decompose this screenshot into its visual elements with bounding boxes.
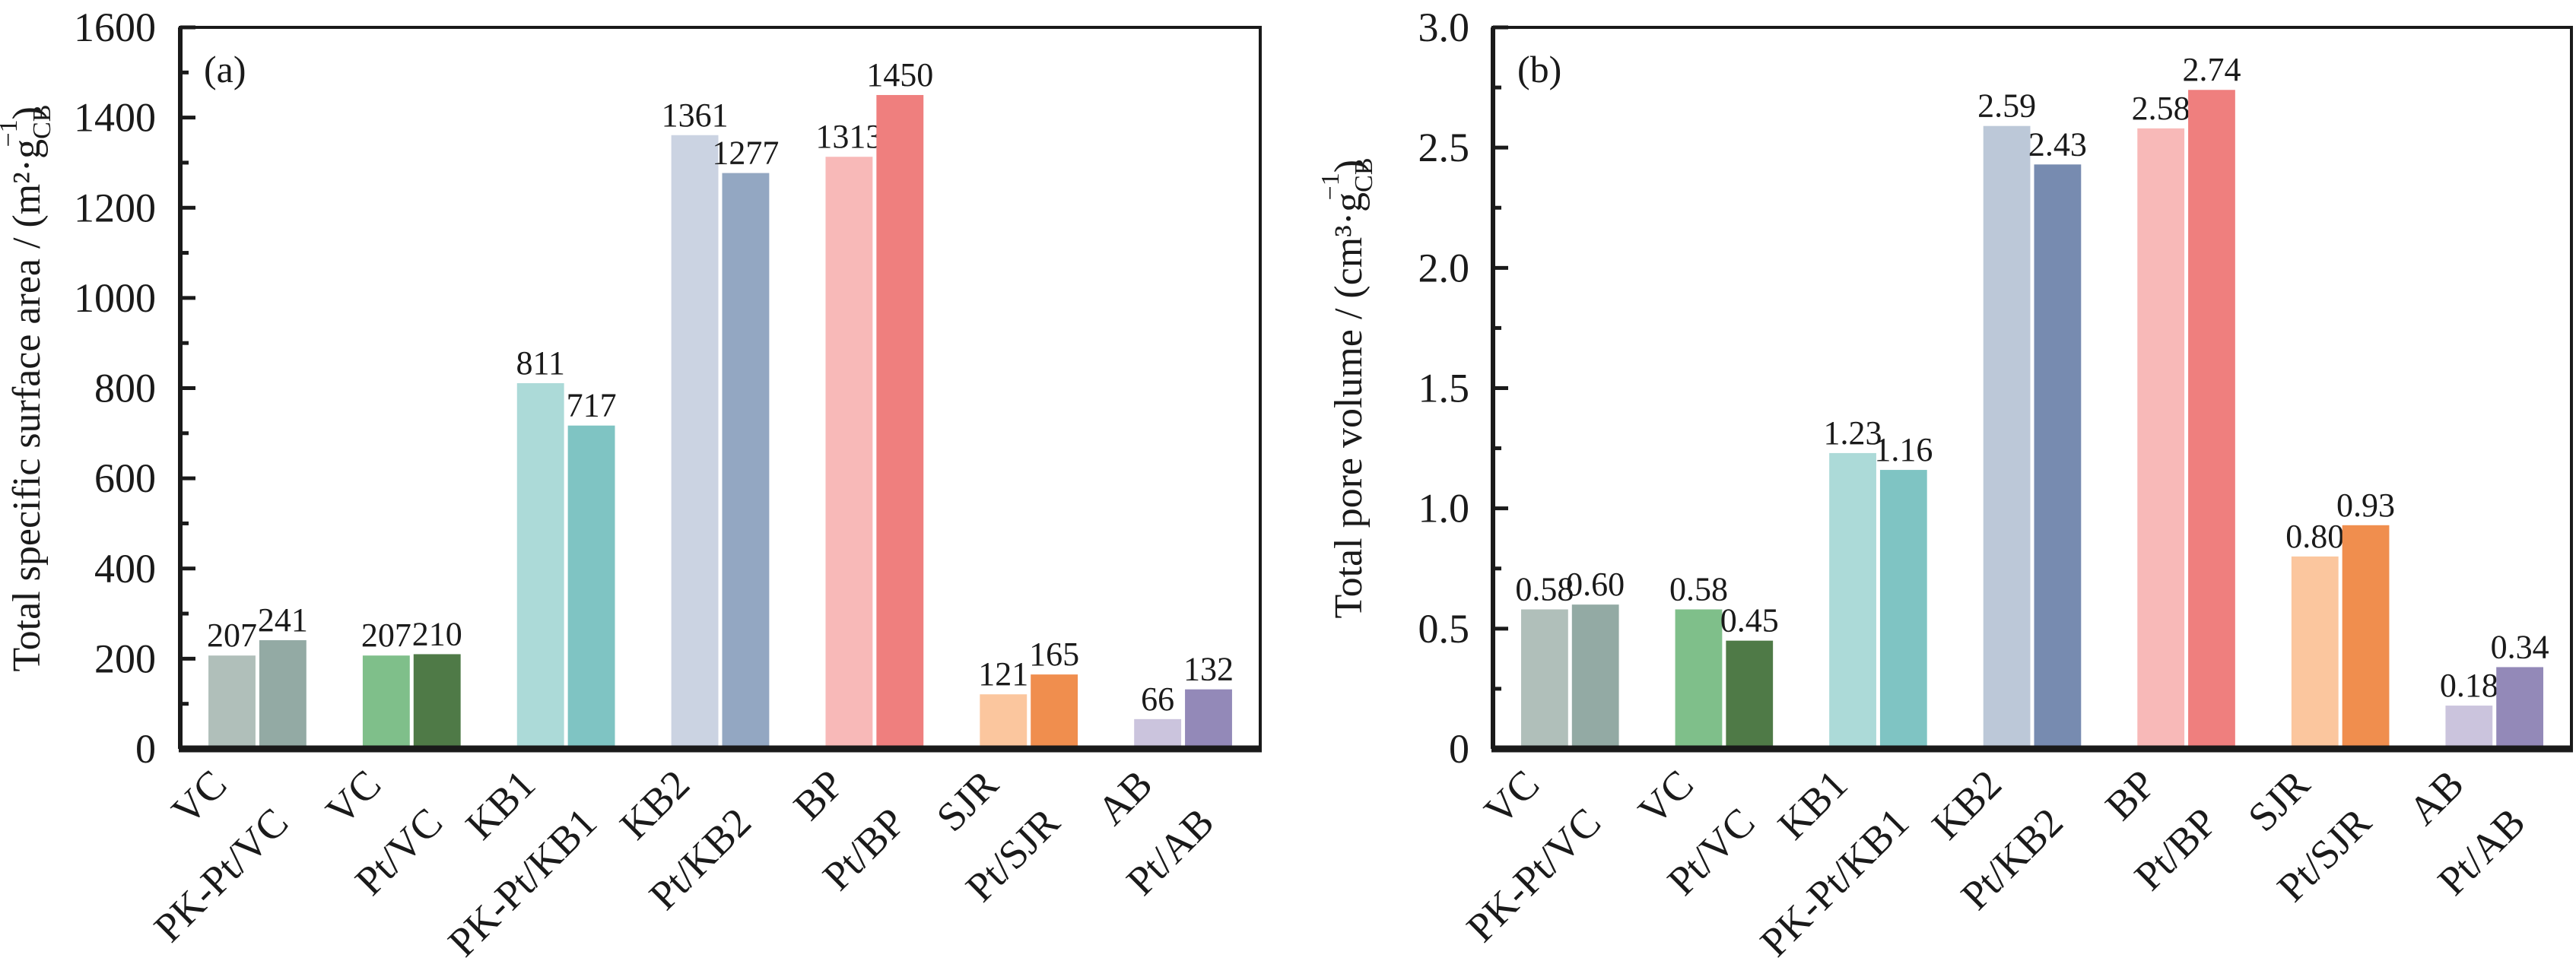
y-tick-label: 1600: [74, 5, 156, 50]
bar-ab: [2445, 706, 2493, 749]
y-tick-label: 1.0: [1418, 486, 1470, 531]
data-label: 0.45: [1720, 602, 1779, 639]
data-label: 1.16: [1874, 431, 1933, 468]
panel-label: (a): [204, 48, 246, 90]
x-tick-label: KB2: [1923, 761, 2011, 848]
bar-pk-pt-vc: [1571, 604, 1619, 749]
data-label: 0.93: [2336, 487, 2395, 524]
data-label: 1450: [866, 56, 933, 94]
x-tick-label: PK-Pt/VC: [145, 799, 297, 950]
data-label: 717: [567, 387, 617, 424]
data-label: 0.18: [2440, 667, 2498, 704]
data-label: 2.43: [2028, 125, 2087, 163]
data-label: 2.74: [2182, 51, 2241, 88]
data-label: 241: [258, 601, 308, 639]
y-axis-title: Total pore volume / (cm³·gCB−1): [1317, 157, 1378, 618]
x-tick-label: BP: [785, 761, 853, 829]
bar-pt-vc: [413, 654, 461, 749]
x-tick-label: BP: [2097, 761, 2165, 829]
x-tick-label: PK-Pt/VC: [1458, 799, 1609, 950]
bar-kb1: [1829, 452, 1876, 749]
panel-a-surface-area: (a) 207VC241PK-Pt/VC207VC210Pt/VC811KB17…: [0, 5, 1262, 961]
panel-b-pore-volume: (b) 0.58VC0.60PK-Pt/VC0.58VC0.45Pt/VC1.2…: [1317, 5, 2573, 961]
bar-pt-bp: [876, 94, 924, 749]
data-label: 2.59: [1977, 87, 2036, 125]
bar-pk-pt-kb1: [567, 425, 615, 749]
bar-sjr: [2291, 556, 2339, 749]
data-label: 1277: [712, 135, 779, 172]
y-tick-label: 0.5: [1418, 606, 1470, 652]
bar-pt-kb2: [722, 173, 770, 750]
y-tick-label: 3.0: [1418, 5, 1470, 50]
x-tick-label: KB2: [611, 761, 698, 848]
data-label: 0.34: [2491, 628, 2549, 665]
y-tick-label: 1200: [74, 185, 156, 230]
x-tick-label: SJR: [928, 761, 1007, 840]
bar-ab: [1134, 718, 1182, 749]
y-tick-label: 1000: [74, 275, 156, 321]
y-axis-title: Total specific surface area / (m²·gCB−1): [0, 105, 56, 672]
x-tick-label: VC: [317, 761, 389, 833]
x-tick-label: VC: [1629, 761, 1701, 833]
bar-pk-pt-kb1: [1879, 470, 1927, 749]
bar-pt-kb2: [2034, 164, 2082, 749]
y-tick-label: 400: [94, 546, 156, 592]
data-label: 0.58: [1515, 571, 1574, 608]
x-tick-label: AB: [2400, 761, 2472, 833]
y-tick-label: 2.0: [1418, 245, 1470, 290]
bar-kb1: [516, 382, 564, 749]
x-tick-label: SJR: [2239, 761, 2318, 840]
y-tick-label: 800: [94, 366, 156, 411]
y-tick-label: 200: [94, 636, 156, 681]
bar-kb2: [1983, 125, 2031, 750]
y-tick-label: 1.5: [1418, 366, 1470, 411]
y-tick-label: 0: [135, 726, 156, 772]
data-label: 1313: [815, 118, 882, 155]
bar-pt-sjr: [2342, 525, 2390, 749]
bar-pt-sjr: [1031, 674, 1078, 749]
x-tick-label: VC: [1475, 761, 1548, 833]
data-label: 2.58: [2132, 90, 2190, 127]
data-label: 207: [207, 617, 257, 654]
data-label: 1.23: [1824, 414, 1882, 452]
y-tick-label: 1400: [74, 95, 156, 141]
bar-pt-ab: [1185, 689, 1232, 749]
data-label: 66: [1141, 680, 1174, 718]
bar-pt-vc: [1726, 640, 1774, 749]
data-label: 210: [412, 615, 462, 652]
bar-bp: [825, 157, 873, 749]
bar-sjr: [980, 694, 1028, 749]
x-tick-label: KB1: [1769, 761, 1857, 848]
panel-label: (b): [1517, 48, 1561, 90]
bar-bp: [2137, 128, 2185, 750]
bar-pk-pt-vc: [259, 640, 307, 749]
bar-vc: [1521, 609, 1568, 749]
bar-pt-ab: [2496, 667, 2543, 749]
bar-vc: [362, 655, 410, 749]
data-label: 0.80: [2285, 518, 2344, 555]
data-label: 1361: [662, 97, 729, 134]
x-tick-label: KB1: [457, 761, 545, 848]
data-label: 0.58: [1669, 571, 1728, 608]
data-label: 0.60: [1566, 566, 1625, 603]
data-label: 207: [361, 617, 411, 654]
y-tick-label: 600: [94, 455, 156, 501]
data-label: 121: [978, 655, 1028, 693]
bar-vc: [208, 655, 256, 749]
y-tick-label: 0: [1449, 726, 1469, 772]
x-tick-label: AB: [1088, 761, 1161, 833]
data-label: 132: [1183, 651, 1234, 688]
x-tick-label: VC: [163, 761, 235, 833]
y-tick-label: 2.5: [1418, 125, 1470, 170]
bar-kb2: [671, 135, 719, 749]
data-label: 811: [516, 344, 565, 382]
bar-pt-bp: [2188, 90, 2235, 750]
data-label: 165: [1029, 636, 1079, 673]
bar-vc: [1675, 609, 1723, 749]
